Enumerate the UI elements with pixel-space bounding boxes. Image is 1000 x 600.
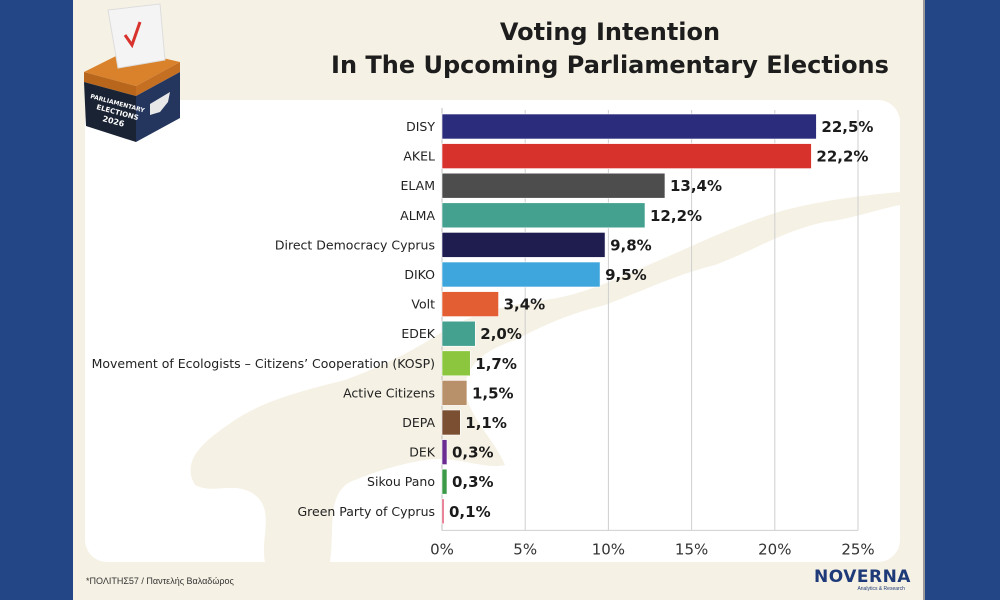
bar: [441, 143, 812, 169]
category-label: Movement of Ecologists – Citizens’ Coope…: [92, 356, 435, 371]
bar: [441, 498, 445, 525]
ballot-box-icon: PARLIAMENTARY ELECTIONS 2026: [84, 3, 180, 142]
logo-name: NOVERNA: [814, 567, 911, 587]
category-label: ELAM: [401, 178, 436, 193]
cyprus-map-silhouette: [190, 192, 900, 562]
bar: [441, 172, 666, 199]
category-label: EDEK: [401, 326, 435, 341]
value-label: 22,5%: [821, 118, 873, 136]
value-label: 12,2%: [650, 207, 702, 225]
noverna-logo: NOVERNA Analytics & Research: [814, 567, 911, 593]
x-tick-label: 0%: [430, 540, 454, 558]
value-label: 13,4%: [670, 177, 722, 195]
x-tick-label: 15%: [675, 540, 708, 558]
category-label: DISY: [406, 119, 435, 134]
category-label: Volt: [411, 297, 435, 312]
value-label: 2,0%: [480, 325, 522, 343]
category-label: Sikou Pano: [367, 474, 435, 489]
source-credit: *ΠΟΛΙΤΗΣ57 / Παντελής Βαλαδώρος: [86, 576, 234, 586]
category-label: DEPA: [402, 415, 435, 430]
value-label: 1,7%: [475, 355, 517, 373]
value-label: 22,2%: [816, 148, 868, 166]
bar: [441, 439, 448, 465]
value-label: 1,1%: [465, 414, 507, 432]
category-label: DEK: [409, 445, 436, 460]
x-tick-label: 5%: [513, 540, 537, 558]
category-label: Direct Democracy Cyprus: [275, 237, 435, 252]
bar: [441, 380, 468, 406]
title-line-2: In The Upcoming Parliamentary Elections: [331, 51, 889, 79]
bar: [441, 113, 817, 140]
bar: [441, 320, 476, 347]
value-label: 0,3%: [452, 473, 494, 491]
bar: [441, 232, 606, 258]
bar: [441, 468, 448, 495]
bar: [441, 409, 461, 436]
value-label: 3,4%: [504, 296, 546, 314]
value-label: 1,5%: [472, 384, 514, 402]
category-label: DIKO: [404, 267, 435, 282]
category-label: AKEL: [403, 149, 435, 164]
bar: [441, 261, 601, 288]
x-tick-label: 10%: [592, 540, 625, 558]
chart-title: Voting Intention In The Upcoming Parliam…: [330, 16, 890, 82]
category-label: ALMA: [400, 208, 435, 223]
title-line-1: Voting Intention: [499, 18, 721, 46]
value-label: 0,3%: [452, 444, 494, 462]
category-label: Green Party of Cyprus: [297, 504, 435, 519]
x-tick-label: 20%: [758, 540, 791, 558]
value-label: 0,1%: [449, 503, 491, 521]
category-label: Active Citizens: [343, 385, 435, 400]
bar: [441, 202, 646, 229]
value-label: 9,5%: [605, 266, 647, 284]
logo-subtitle: Analytics & Research: [857, 586, 905, 592]
value-label: 9,8%: [610, 236, 652, 254]
bar: [441, 291, 499, 317]
bar: [441, 350, 471, 377]
x-tick-label: 25%: [841, 540, 874, 558]
